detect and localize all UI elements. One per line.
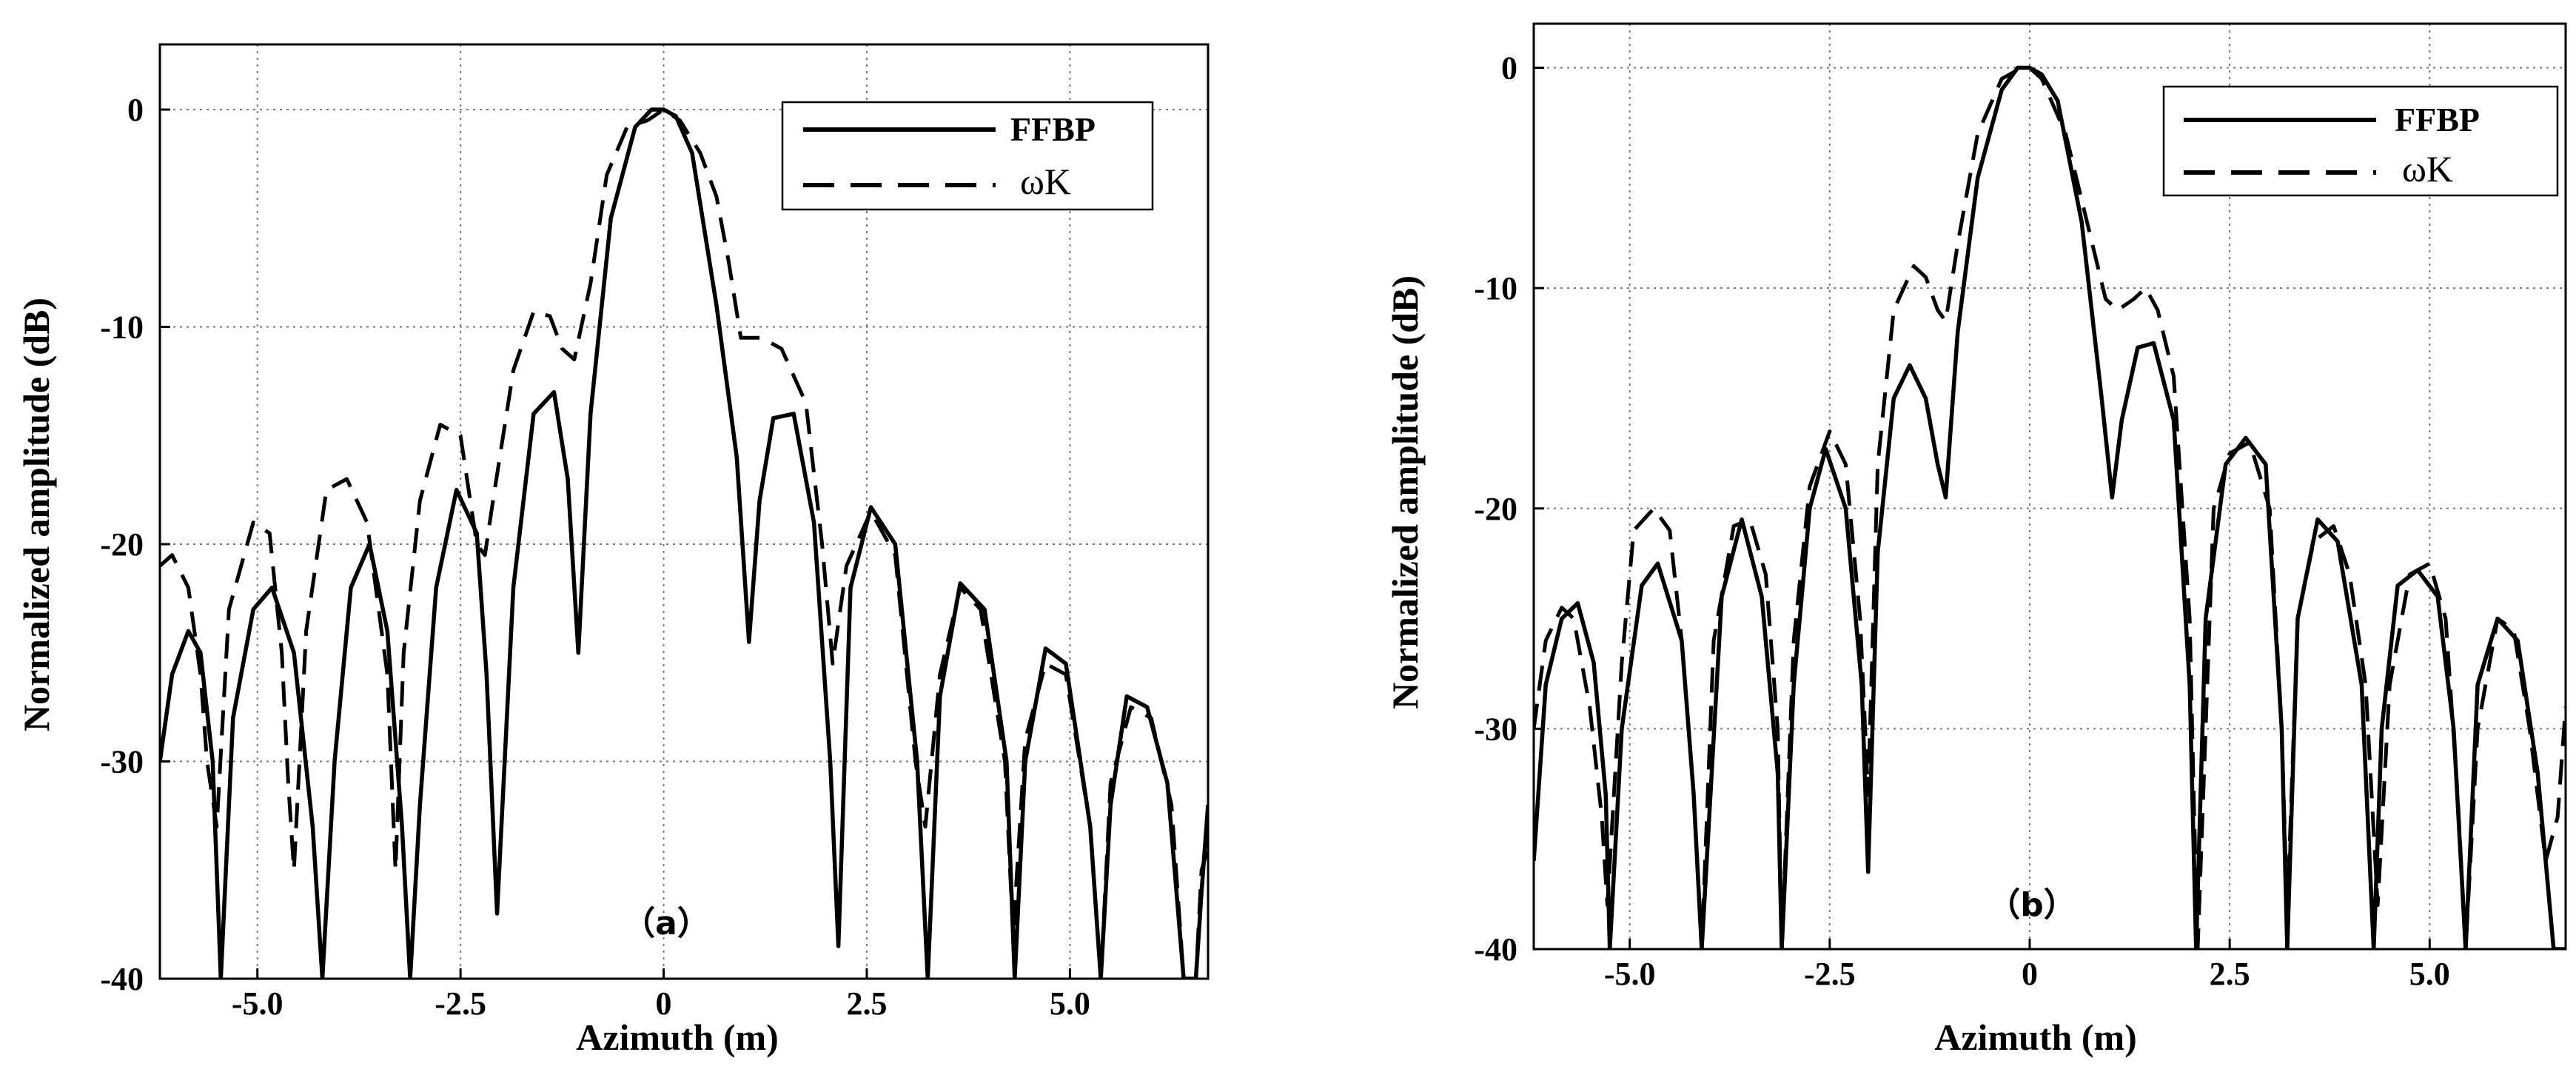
panel-b-xtick-label-2: 0: [2022, 956, 2038, 992]
panel-b-ticks: -5.0 -2.5 0 2.5 5.0 0 -10 -20 -30 -40: [1474, 50, 2449, 992]
panel-a-panel-label: （a）: [623, 905, 710, 942]
panel-a-series-wk-line: [160, 107, 1208, 979]
panel-a-xtick-label-1: -2.5: [435, 985, 486, 1022]
panel-a-xtick-label-3: 2.5: [846, 985, 887, 1022]
panel-b-series-wk-line: [1534, 66, 2566, 949]
panel-a-legend-ffbp-label: FFBP: [1010, 110, 1096, 148]
panel-b-y-axis-label: Normalized amplitude (dB): [1384, 275, 1426, 709]
panel-a-legend: FFBP ωK: [781, 101, 1154, 211]
panel-a-ytick-label-3: -30: [100, 744, 144, 780]
panel-a-series: [160, 107, 1208, 979]
panel-b-ytick-label-2: -20: [1474, 491, 1517, 527]
panel-b-legend: FFBP ωK: [2162, 85, 2559, 197]
panel-a-series-ffbp-line: [160, 107, 1208, 979]
panel-a-x-axis-label: Azimuth (m): [576, 1016, 779, 1058]
panel-b-series: [1534, 65, 2566, 949]
panel-a-ticks: -5.0 -2.5 0 2.5 5.0 0 -10 -20 -30 -40: [100, 92, 1090, 1022]
panel-b-legend-box: [2162, 85, 2559, 197]
panel-b-ytick-label-0: 0: [1501, 50, 1517, 87]
panel-b-xtick-label-4: 5.0: [2409, 956, 2450, 992]
panel-a-ytick-label-1: -10: [100, 309, 144, 346]
panel-b-ytick-label-3: -30: [1474, 711, 1517, 747]
panel-b: -5.0 -2.5 0 2.5 5.0 0 -10 -20 -30 -40 Azimuth (m)…: [1384, 22, 2567, 1058]
panel-b-ytick-label-1: -10: [1474, 270, 1517, 306]
panel-b-x-axis-label: Azimuth (m): [1934, 1016, 2137, 1058]
panel-b-legend-wk-label: ωK: [2402, 148, 2453, 190]
panel-a-xtick-label-0: -5.0: [232, 985, 284, 1022]
panel-a-legend-box: [781, 101, 1154, 211]
panel-b-legend-ffbp-label: FFBP: [2395, 101, 2480, 138]
panel-b-plot-frame: [1532, 22, 2567, 951]
panel-b-xtick-label-1: -2.5: [1804, 956, 1856, 992]
panel-a-ytick-label-0: 0: [127, 92, 144, 128]
panel-a-ytick-label-2: -20: [100, 526, 144, 563]
panel-a-y-axis-label: Normalized amplitude (dB): [16, 298, 57, 731]
panel-a-xtick-label-4: 5.0: [1050, 985, 1090, 1022]
panel-b-xtick-label-3: 2.5: [2210, 956, 2250, 992]
panel-a-plot-frame: [158, 43, 1210, 980]
panel-a-legend-wk-label: ωK: [1020, 161, 1071, 202]
panel-a: -5.0 -2.5 0 2.5 5.0 0 -10 -20 -30 -40 Azimuth (m)…: [16, 43, 1210, 1058]
panel-a-xtick-label-2: 0: [656, 985, 672, 1022]
panel-a-ytick-label-4: -40: [100, 961, 144, 997]
panel-b-xtick-label-0: -5.0: [1604, 956, 1656, 992]
panel-b-ytick-label-4: -40: [1474, 931, 1517, 968]
panel-b-panel-label: （b）: [1988, 886, 2076, 924]
